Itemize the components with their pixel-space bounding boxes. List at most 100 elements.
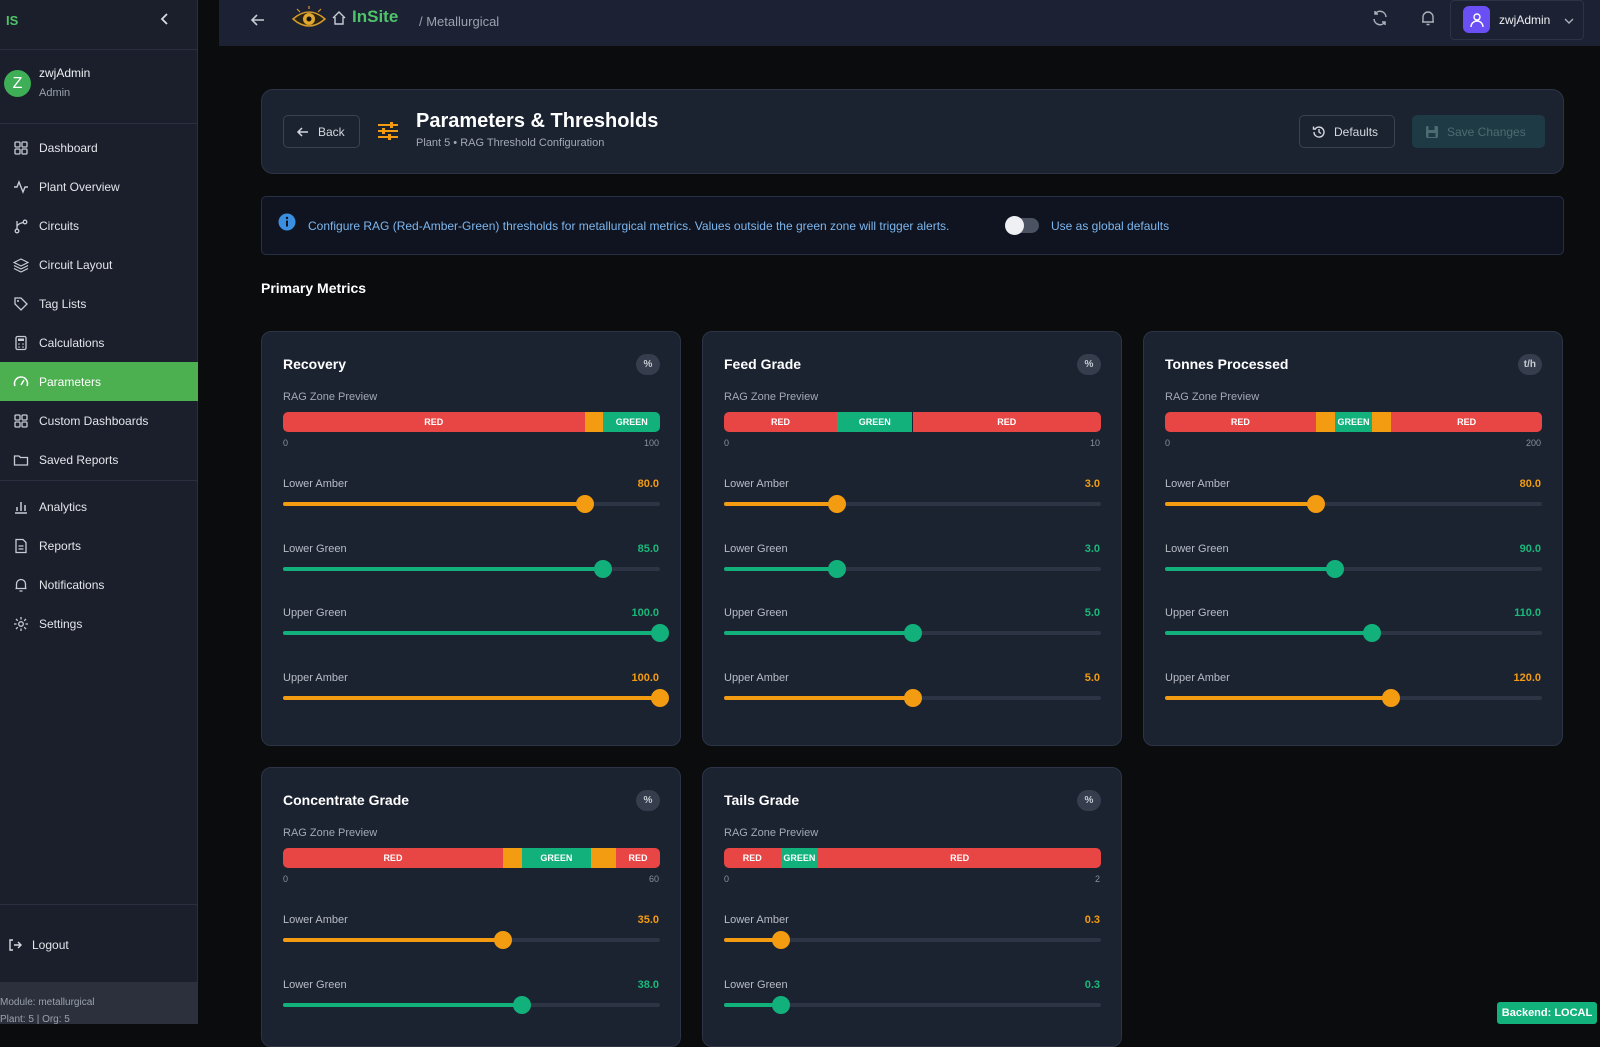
layers-icon <box>12 256 30 274</box>
page-header-card: Back Parameters & Thresholds Plant 5 • R… <box>261 89 1564 174</box>
unit-badge: % <box>1077 354 1101 375</box>
home-icon[interactable] <box>331 10 347 26</box>
sidebar-item-analytics[interactable]: Analytics <box>0 487 198 526</box>
sidebar-item-label: Analytics <box>39 499 88 514</box>
info-banner: Configure RAG (Red-Amber-Green) threshol… <box>261 196 1564 255</box>
eye-logo-icon <box>291 5 327 33</box>
threshold-slider[interactable] <box>1165 688 1542 707</box>
threshold-slider[interactable] <box>283 995 660 1014</box>
slider-thumb[interactable] <box>828 495 847 513</box>
threshold-slider[interactable] <box>724 688 1101 707</box>
unit-badge: % <box>636 354 660 375</box>
rag-zone-red: RED <box>724 848 781 868</box>
back-arrow-button[interactable] <box>249 11 269 31</box>
sidebar-item-calculations[interactable]: Calculations <box>0 323 198 362</box>
sidebar-item-circuit-layout[interactable]: Circuit Layout <box>0 245 198 284</box>
slider-fill <box>1165 695 1392 700</box>
slider-thumb[interactable] <box>512 995 531 1014</box>
slider-thumb[interactable] <box>1325 559 1344 578</box>
threshold-slider[interactable] <box>283 495 660 513</box>
user-menu-button[interactable]: zwjAdmin <box>1450 0 1584 40</box>
threshold-slider[interactable] <box>1165 559 1542 578</box>
user-name: zwjAdmin <box>39 66 91 80</box>
slider-thumb[interactable] <box>903 624 922 642</box>
sidebar-item-label: Dashboard <box>39 140 98 155</box>
sidebar-item-plant-overview[interactable]: Plant Overview <box>0 167 198 206</box>
threshold-slider[interactable] <box>724 495 1101 513</box>
slider-thumb[interactable] <box>771 995 790 1014</box>
sidebar-item-notifications[interactable]: Notifications <box>0 565 198 604</box>
slider-thumb[interactable] <box>493 931 512 949</box>
sidebar-item-parameters[interactable]: Parameters <box>0 362 198 401</box>
save-icon <box>1426 125 1438 138</box>
sidebar-item-custom-dashboards[interactable]: Custom Dashboards <box>0 401 198 440</box>
app-name-link[interactable]: InSite <box>352 7 399 26</box>
rag-preview-label: RAG Zone Preview <box>283 827 378 839</box>
sidebar-footer: Module: metallurgical Plant: 5 | Org: 5 <box>0 982 198 1025</box>
info-text: Configure RAG (Red-Amber-Green) threshol… <box>308 219 950 233</box>
rag-zone-amber <box>584 412 604 432</box>
slider-thumb[interactable] <box>1306 495 1325 513</box>
slider-fill <box>1165 631 1373 635</box>
sliders-icon <box>376 119 400 143</box>
slider-thumb[interactable] <box>903 688 922 707</box>
rag-zone-green: GREEN <box>780 848 819 868</box>
slider-thumb[interactable] <box>651 688 669 707</box>
slider-thumb[interactable] <box>594 559 613 578</box>
threshold-slider[interactable] <box>1165 624 1542 642</box>
slider-label: Lower Green <box>1165 542 1229 555</box>
slider-thumb[interactable] <box>1363 624 1382 642</box>
rag-zone-red: RED <box>818 848 1101 868</box>
sidebar-item-saved-reports[interactable]: Saved Reports <box>0 440 198 479</box>
threshold-slider[interactable] <box>283 688 669 707</box>
rag-zone-red: RED <box>912 412 1101 432</box>
avatar: Z <box>4 70 31 97</box>
chevron-down-icon <box>1563 14 1575 26</box>
topbar-user-name: zwjAdmin <box>1499 13 1551 27</box>
threshold-slider[interactable] <box>724 559 1101 578</box>
slider-fill <box>724 1002 781 1007</box>
range-min-label: 0 <box>1165 438 1171 448</box>
global-defaults-toggle[interactable] <box>1005 216 1039 235</box>
slider-label: Lower Amber <box>724 478 789 490</box>
range-max-label: 2 <box>1094 874 1100 884</box>
threshold-slider[interactable] <box>283 559 660 578</box>
sidebar-item-settings[interactable]: Settings <box>0 604 198 643</box>
slider-thumb[interactable] <box>651 624 669 642</box>
slider-thumb[interactable] <box>1382 688 1401 707</box>
threshold-slider[interactable] <box>724 931 1101 949</box>
rag-zone-green: GREEN <box>1334 412 1373 432</box>
slider-value: 5.0 <box>1084 607 1100 619</box>
sidebar-item-circuits[interactable]: Circuits <box>0 206 198 245</box>
slider-thumb[interactable] <box>828 559 847 578</box>
gauge-icon <box>12 373 30 391</box>
refresh-button[interactable] <box>1371 9 1391 29</box>
metric-title: Tonnes Processed <box>1165 356 1289 372</box>
metric-title: Tails Grade <box>724 792 800 808</box>
sidebar-nav-secondary: Analytics Reports Notifications Settings <box>0 487 198 643</box>
notifications-button[interactable] <box>1419 9 1439 29</box>
unit-badge: % <box>1077 790 1101 811</box>
slider-thumb[interactable] <box>575 495 594 513</box>
bell-icon <box>12 576 30 594</box>
sidebar-item-tag-lists[interactable]: Tag Lists <box>0 284 198 323</box>
threshold-slider[interactable] <box>283 931 660 949</box>
threshold-slider[interactable] <box>1165 495 1542 513</box>
threshold-slider[interactable] <box>724 624 1101 642</box>
grid-icon <box>12 412 30 430</box>
slider-label: Lower Green <box>283 542 347 555</box>
threshold-slider[interactable] <box>724 995 1101 1014</box>
back-button[interactable]: Back <box>283 115 360 148</box>
sidebar-item-dashboard[interactable]: Dashboard <box>0 128 198 167</box>
slider-fill <box>283 566 604 571</box>
slider-value: 0.3 <box>1084 914 1100 926</box>
defaults-button[interactable]: Defaults <box>1299 115 1395 148</box>
collapse-sidebar-button[interactable] <box>158 10 176 30</box>
threshold-slider[interactable] <box>283 624 669 642</box>
rag-zone-red: RED <box>1391 412 1542 432</box>
logout-button[interactable]: Logout <box>0 930 198 960</box>
slider-thumb[interactable] <box>771 931 790 949</box>
metric-title: Feed Grade <box>724 356 802 372</box>
sidebar-item-reports[interactable]: Reports <box>0 526 198 565</box>
save-changes-button[interactable]: Save Changes <box>1412 115 1545 148</box>
